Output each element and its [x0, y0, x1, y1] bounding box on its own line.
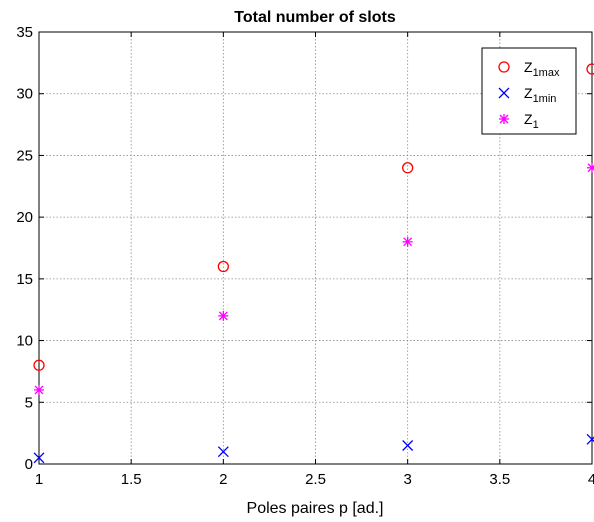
x-tick-label: 4	[588, 471, 594, 488]
marker-circle	[586, 63, 594, 75]
marker-stroke	[402, 440, 414, 451]
marker-stroke	[498, 87, 510, 99]
x-axis-label: Poles paires p [ad.]	[247, 500, 384, 517]
marker-circle	[33, 359, 45, 371]
marker-stroke	[218, 311, 228, 321]
x-tick-label: 3.5	[489, 471, 510, 488]
data-point-1min	[33, 452, 45, 464]
y-tick-label: 25	[16, 147, 33, 164]
legend-marker-1min	[498, 87, 510, 99]
x-tick-label: 1.5	[121, 471, 142, 488]
axis-ticks: 1 1.5 2 2.5 3 3.5 4 0 5 10 15 20 25 30 35	[16, 24, 594, 488]
y-tick-label: 0	[25, 456, 33, 473]
marker-stroke	[586, 436, 594, 445]
marker-stroke	[403, 237, 413, 247]
marker-stroke	[34, 385, 44, 395]
marker-stroke	[217, 446, 229, 458]
legend-entry-label: Z1max	[524, 59, 560, 79]
chart-title: Total number of slots	[234, 9, 396, 26]
y-tick-label: 20	[16, 209, 33, 226]
data-point-1min	[586, 433, 594, 445]
x-tick-label: 1	[35, 471, 43, 488]
marker-circle	[402, 162, 414, 174]
data-point-1	[587, 162, 594, 173]
data-point-1max	[33, 359, 45, 371]
data-point-1min	[217, 446, 229, 458]
legend-marker-1	[499, 114, 509, 124]
marker-stroke	[33, 452, 45, 464]
y-tick-label: 5	[25, 394, 33, 411]
data-point-1max	[217, 260, 229, 273]
marker-stroke	[587, 164, 594, 173]
legend-entry-label: Z1	[524, 111, 539, 131]
data-point-1max	[402, 162, 414, 174]
marker-circle	[498, 61, 510, 73]
x-tick-label: 2.5	[305, 471, 326, 488]
data-point-1	[402, 236, 413, 247]
data-marks	[33, 63, 594, 464]
y-tick-label: 10	[16, 333, 33, 350]
legend: Z1max Z1min Z1	[481, 47, 577, 135]
marker-circle	[217, 260, 229, 273]
y-tick-label: 35	[16, 24, 33, 41]
x-tick-label: 3	[403, 471, 411, 488]
x-tick-label: 2	[219, 471, 227, 488]
y-tick-label: 15	[16, 271, 33, 288]
grid	[39, 32, 592, 464]
data-point-1min	[402, 440, 414, 451]
marker-stroke	[499, 114, 509, 124]
data-point-1	[218, 310, 229, 321]
legend-box	[481, 47, 577, 135]
y-tick-label: 30	[16, 86, 33, 103]
legend-entry-label: Z1min	[524, 85, 556, 105]
data-point-1	[34, 384, 44, 395]
data-point-1max	[586, 63, 594, 75]
legend-marker-1max	[498, 61, 510, 73]
